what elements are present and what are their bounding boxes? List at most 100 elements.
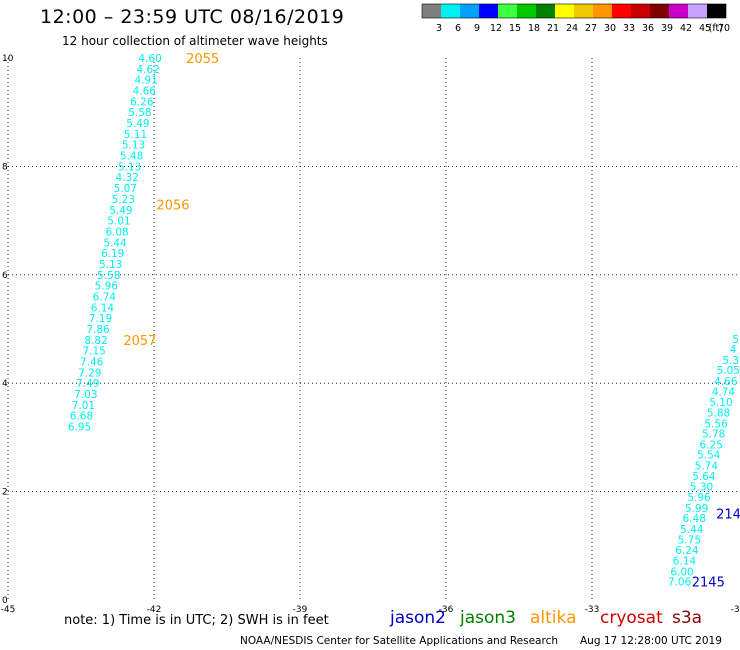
y-tick-label: 2 <box>2 488 8 498</box>
wave-height-point: 5.74 <box>695 461 719 473</box>
wave-height-point: 6.26 <box>130 96 154 108</box>
wave-height-point: 5.75 <box>678 534 701 546</box>
wave-height-point: 7.49 <box>76 378 99 390</box>
wave-height-point: 5.05 <box>717 365 740 377</box>
wave-height-point: 6.95 <box>68 422 91 434</box>
legend-swatch <box>612 4 631 18</box>
x-tick-label: -39 <box>293 605 308 615</box>
wave-height-point: 7.03 <box>74 389 97 401</box>
legend-label: 3 <box>436 23 442 34</box>
x-tick-label: -30 <box>731 605 740 615</box>
pass-time-label: 2145 <box>692 576 725 591</box>
satellite-jason3: jason3 <box>460 608 516 628</box>
pass-time-label: 2057 <box>123 334 156 349</box>
y-tick-label: 0 <box>2 596 8 606</box>
wave-height-point: 4 <box>730 344 737 356</box>
wave-height-point: 5.44 <box>680 524 704 536</box>
wave-height-point: 5.64 <box>692 471 716 483</box>
wave-height-point: 8.82 <box>84 335 107 347</box>
wave-height-point: 6.14 <box>673 555 697 567</box>
wave-height-point: 6.74 <box>93 291 117 303</box>
wave-height-point: 4.32 <box>116 172 139 184</box>
satellite-jason2: jason2 <box>390 608 446 628</box>
legend-swatch <box>536 4 555 18</box>
x-tick-label: -42 <box>147 605 162 615</box>
legend-label: 18 <box>528 23 540 34</box>
wave-height-point: 5.23 <box>112 194 135 206</box>
legend-swatch <box>707 4 726 18</box>
y-tick-label: 6 <box>2 271 8 281</box>
satellite-cryosat: cryosat <box>600 608 663 628</box>
legend-label: 12 <box>490 23 502 34</box>
wave-height-point: 6.08 <box>105 226 128 238</box>
legend-swatch <box>631 4 650 18</box>
wave-height-point: 7.46 <box>80 357 104 369</box>
legend-unit: (ft) <box>709 23 723 34</box>
wave-height-point: 5.54 <box>697 450 721 462</box>
wave-height-point: 6.25 <box>700 439 723 451</box>
wave-height-point: 4.62 <box>136 64 159 76</box>
wave-height-point: 5.49 <box>109 205 132 217</box>
wave-height-point: 5.49 <box>126 118 149 130</box>
wave-height-point: 4.60 <box>138 53 161 65</box>
legend-swatch <box>422 4 441 18</box>
wave-height-point: 5.88 <box>707 407 730 419</box>
legend-label: 42 <box>680 23 692 34</box>
wave-height-point: 5.96 <box>687 492 711 504</box>
legend-swatch <box>460 4 479 18</box>
wave-height-point: 4.91 <box>135 75 158 87</box>
legend-swatch <box>688 4 707 18</box>
legend-label: 45 <box>699 23 711 34</box>
y-tick-label: 4 <box>2 379 8 389</box>
wave-height-point: 5.13 <box>118 161 141 173</box>
wave-height-point: 7.01 <box>72 400 95 412</box>
legend-label: 30 <box>604 23 616 34</box>
wave-height-point: 5.13 <box>99 259 122 271</box>
legend-label: 24 <box>566 23 578 34</box>
wave-height-point: 5.3 <box>722 355 739 367</box>
wave-height-point: 5.13 <box>122 140 145 152</box>
legend-swatch <box>555 4 574 18</box>
wave-height-point: 4.74 <box>712 386 736 398</box>
wave-height-point: 7.19 <box>89 313 112 325</box>
legend-swatch <box>593 4 612 18</box>
wave-height-point: 5.11 <box>124 129 147 141</box>
wave-height-point: 6.68 <box>70 411 93 423</box>
wave-height-point: 5.78 <box>702 429 725 441</box>
legend-label: 9 <box>474 23 480 34</box>
legend-label: 39 <box>661 23 673 34</box>
wave-height-point: 4.66 <box>714 376 738 388</box>
legend-label: 15 <box>509 23 521 34</box>
wave-height-point: 5.96 <box>95 281 119 293</box>
wave-height-point: 5.99 <box>685 503 708 515</box>
x-tick-label: -36 <box>439 605 454 615</box>
pass-time-label: 2055 <box>186 52 219 67</box>
wave-height-point: 5.30 <box>690 482 713 494</box>
wave-height-point: 5 <box>732 334 739 346</box>
wave-height-point: 6.19 <box>101 248 124 260</box>
legend-swatch <box>669 4 688 18</box>
pass-time-label: 2056 <box>156 198 189 213</box>
satellite-s3a: s3a <box>672 608 703 628</box>
wave-height-point: 6.48 <box>683 513 706 525</box>
legend-label: 21 <box>547 23 559 34</box>
legend-label: 70 <box>718 23 730 34</box>
color-legend: 3 6 9 12 15 18 21 24 27 30 33 36 39 42 45 70(ft) <box>421 3 730 34</box>
chart-title: 12:00 – 23:59 UTC 08/16/2019 <box>40 6 345 28</box>
wave-height-point: 5.01 <box>107 216 130 228</box>
wave-height-point: 7.15 <box>82 346 105 358</box>
wave-height-point: 5.10 <box>709 397 732 409</box>
x-tick-label: -33 <box>585 605 600 615</box>
wave-height-point: 5.07 <box>114 183 137 195</box>
wave-height-point: 6.24 <box>675 545 699 557</box>
legend-swatch <box>498 4 517 18</box>
footer-timestamp: Aug 17 12:28:00 UTC 2019 <box>580 635 722 647</box>
chart-subtitle: 12 hour collection of altimeter wave hei… <box>62 34 328 48</box>
wave-height-point: 5.44 <box>103 237 127 249</box>
wave-height-point: 6.00 <box>670 566 693 578</box>
legend-swatch <box>574 4 593 18</box>
wave-height-point: 7.86 <box>86 324 110 336</box>
legend-swatch <box>650 4 669 18</box>
note-text: note: 1) Time is in UTC; 2) SWH is in fe… <box>64 613 329 628</box>
